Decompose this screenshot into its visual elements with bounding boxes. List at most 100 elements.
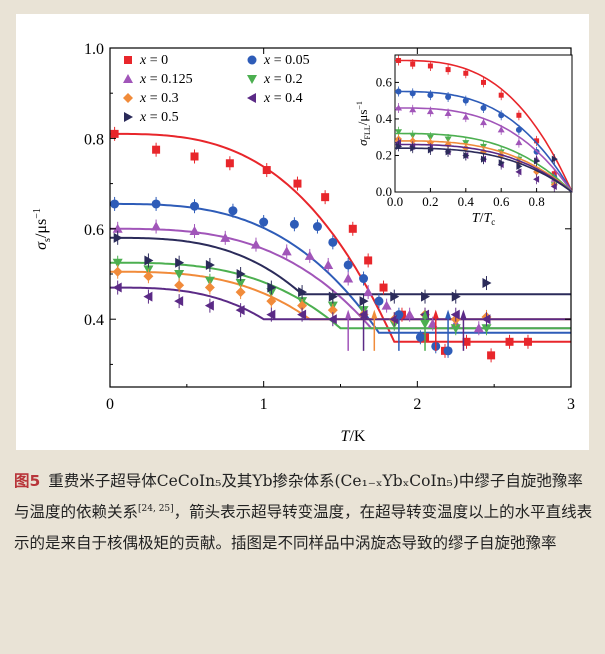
y-axis-label: σs/μs−1: [32, 208, 53, 250]
tc-arrow-head: [432, 309, 439, 319]
data-point: [421, 291, 431, 302]
data-point: [235, 305, 245, 316]
caption-label: 图5: [14, 472, 41, 490]
data-point: [328, 291, 338, 302]
data-point: [220, 232, 231, 242]
figure-caption: 图5 重费米子超导体CeCoIn₅及其Yb掺杂体系(Ce₁₋ₓYbₓCoIn₅)中…: [14, 466, 594, 559]
tc-arrow-head: [460, 309, 467, 319]
data-point: [363, 287, 374, 297]
data-point: [404, 309, 415, 319]
legend-entry: x = 0.5: [139, 110, 179, 125]
data-point: [113, 232, 123, 243]
data-point: [481, 324, 492, 334]
inset-fit-curve: [395, 132, 573, 193]
data-point: [204, 300, 214, 311]
inset-x-tick-label: 0.4: [458, 194, 475, 209]
inset-x-tick-label: 0.6: [493, 194, 510, 209]
y-tick-label: 0.8: [84, 131, 104, 148]
fit-curve: [110, 132, 571, 343]
fit-curve: [110, 286, 571, 321]
data-point: [266, 309, 276, 320]
data-point: [110, 129, 119, 138]
legend-entry: x = 0.4: [263, 91, 303, 106]
legend-marker: [124, 56, 132, 64]
data-point: [379, 283, 388, 292]
inset-data-point: [497, 126, 505, 133]
data-point: [415, 332, 425, 342]
x-axis-label: T/K: [341, 428, 366, 445]
tc-arrow-head: [371, 309, 378, 319]
inset-data-point: [515, 139, 523, 146]
data-point: [143, 271, 154, 282]
legend-entry: x = 0.3: [139, 91, 179, 106]
inset-data-point: [462, 97, 469, 104]
inset-data-point: [395, 139, 402, 147]
x-tick-label: 2: [413, 396, 421, 413]
legend-marker: [247, 75, 257, 84]
y-tick-label: 1.0: [84, 41, 104, 58]
data-point: [112, 282, 122, 293]
caption-refs: [24, 25]: [138, 503, 174, 514]
inset-data-point: [409, 106, 417, 113]
data-point: [390, 291, 400, 302]
inset-data-point: [395, 88, 402, 95]
inset-y-tick-label: 0.4: [376, 111, 393, 126]
inset-y-tick-label: 0.6: [376, 74, 393, 89]
inset-data-point: [498, 92, 504, 98]
data-point: [328, 237, 338, 247]
inset-data-point: [445, 67, 451, 73]
inset-data-point: [409, 90, 416, 97]
inset-fit-curve: [395, 147, 573, 193]
inset-y-tick-label: 0.0: [376, 184, 392, 199]
inset-data-point: [498, 112, 505, 119]
legend-marker: [247, 93, 256, 103]
data-point: [235, 287, 246, 298]
inset-data-point: [410, 144, 417, 152]
inset-data-point: [481, 155, 487, 163]
data-point: [174, 270, 185, 279]
legend-entry: x = 0.125: [139, 72, 193, 87]
inset-fit-curve: [395, 59, 573, 193]
data-point: [473, 323, 484, 333]
legend-marker: [124, 112, 133, 122]
data-point: [482, 278, 492, 289]
tc-arrow-head: [422, 309, 429, 319]
inset-data-point: [516, 162, 523, 170]
data-point: [143, 291, 153, 302]
data-point: [450, 324, 461, 334]
x-tick-label: 1: [260, 396, 268, 413]
inset-data-point: [534, 157, 541, 165]
data-point: [190, 152, 199, 161]
fit-curve: [110, 236, 571, 296]
inset-data-point: [445, 94, 452, 101]
data-point: [505, 337, 514, 346]
data-point: [359, 296, 369, 307]
data-point: [297, 300, 308, 311]
data-point: [359, 274, 369, 284]
data-point: [289, 219, 299, 229]
data-point: [189, 226, 200, 236]
inset-data-point: [550, 183, 557, 191]
data-point: [112, 223, 123, 233]
data-point: [236, 269, 246, 279]
data-point: [174, 296, 184, 307]
data-point: [205, 259, 215, 270]
data-point: [267, 282, 277, 293]
inset-data-point: [426, 108, 434, 115]
data-point: [175, 257, 185, 268]
inset-data-point: [396, 57, 402, 63]
data-point: [304, 250, 315, 260]
chart-svg: 0 1 2 3 0.4 0.6 0.8 1.0 x = 0 x = 0.05 x = 0.125 x…: [32, 41, 575, 445]
inset-y-axis-label: σFLL/μs−1: [355, 101, 372, 146]
inset-data-point: [395, 104, 403, 111]
inset-x-tick-label: 0.2: [422, 194, 438, 209]
data-point: [450, 309, 460, 320]
inset-data-point: [395, 129, 403, 136]
data-point: [321, 193, 330, 202]
data-point: [110, 199, 120, 209]
inset-data-point: [427, 146, 434, 154]
inset-data-point: [480, 104, 487, 111]
data-point: [323, 259, 334, 269]
x-tick-label: 3: [567, 396, 575, 413]
inset-data-point: [481, 79, 486, 85]
